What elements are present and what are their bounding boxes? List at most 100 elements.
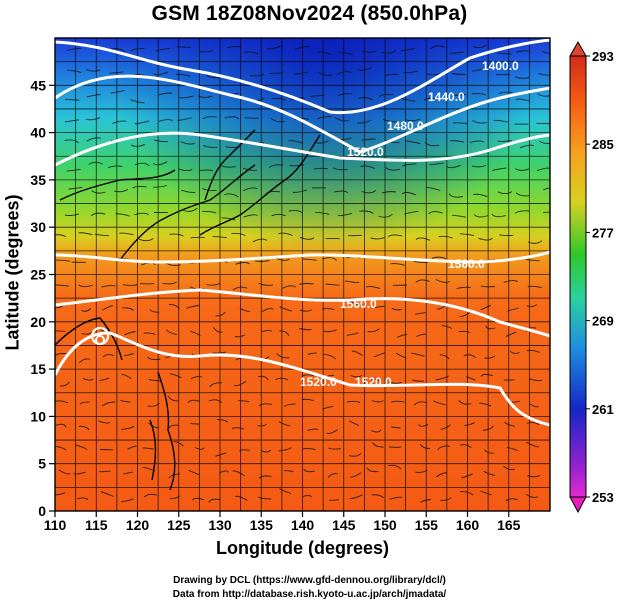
streamline	[426, 73, 441, 76]
streamline	[102, 305, 113, 311]
streamline	[143, 493, 158, 498]
streamline	[86, 93, 101, 98]
streamline	[328, 447, 341, 450]
streamline	[456, 286, 471, 290]
streamline	[350, 301, 363, 306]
streamline	[168, 473, 181, 479]
streamline	[108, 165, 123, 169]
credit-dcl: Drawing by DCL (https://www.gfd-dennou.o…	[173, 575, 446, 586]
streamline	[284, 403, 296, 407]
streamline	[176, 46, 191, 48]
streamline	[142, 447, 154, 450]
streamline	[55, 492, 66, 496]
streamline	[243, 187, 258, 192]
streamline	[441, 324, 453, 329]
streamline	[415, 311, 426, 315]
streamline	[536, 122, 550, 125]
streamline	[527, 285, 542, 289]
streamline	[127, 445, 137, 450]
streamline	[58, 469, 71, 475]
streamline	[499, 234, 514, 237]
streamline	[181, 189, 196, 193]
streamline	[217, 419, 228, 423]
streamline	[334, 117, 350, 122]
streamline	[173, 441, 184, 447]
streamline	[451, 73, 466, 75]
x-tick-label: 140	[291, 517, 315, 533]
streamline	[525, 327, 537, 333]
streamline	[391, 307, 402, 311]
streamline	[387, 234, 403, 238]
streamline	[148, 422, 160, 429]
streamline	[78, 284, 93, 288]
streamline	[423, 97, 439, 101]
streamline	[350, 472, 362, 478]
streamline	[336, 71, 352, 75]
streamline	[55, 284, 70, 287]
streamline	[202, 210, 217, 214]
streamline	[345, 280, 360, 284]
streamline	[143, 332, 156, 335]
streamline	[361, 190, 376, 194]
colorbar-top-arrow	[569, 40, 587, 57]
streamline	[66, 47, 81, 51]
streamline	[257, 423, 267, 427]
streamline	[77, 497, 89, 501]
streamline	[378, 213, 393, 218]
streamline	[130, 48, 145, 52]
streamline	[234, 381, 247, 387]
streamline	[209, 382, 223, 388]
coastlines	[55, 129, 321, 491]
streamline	[186, 305, 200, 309]
colorbar-tick-label: 269	[592, 314, 614, 329]
streamline	[157, 92, 173, 96]
streamline	[388, 381, 402, 384]
streamline	[459, 233, 475, 237]
streamline	[451, 94, 467, 97]
streamline	[152, 161, 168, 166]
streamline	[197, 95, 213, 98]
streamline	[370, 236, 385, 240]
contour-label: 1560.0	[340, 297, 377, 311]
streamline	[183, 207, 198, 212]
colorbar-tick-label: 277	[592, 225, 614, 240]
streamline	[529, 378, 543, 382]
streamline	[453, 122, 468, 124]
streamline	[177, 117, 192, 121]
streamline	[497, 52, 512, 55]
streamline	[420, 499, 431, 503]
streamline	[383, 119, 398, 123]
streamline	[346, 332, 359, 336]
streamline	[86, 137, 101, 142]
streamline	[435, 472, 447, 478]
streamline	[406, 140, 421, 144]
streamline	[278, 421, 291, 427]
streamline	[65, 98, 80, 101]
streamline	[149, 309, 160, 313]
contour-label: 1520.0	[355, 375, 392, 389]
y-tick-label: 20	[30, 314, 46, 330]
streamline	[244, 51, 259, 55]
streamline	[258, 496, 272, 500]
streamline	[358, 97, 373, 101]
streamline	[385, 167, 401, 171]
streamline	[81, 308, 92, 312]
streamline	[373, 352, 386, 358]
streamline	[123, 352, 135, 356]
streamline	[294, 46, 310, 50]
streamline	[323, 374, 334, 381]
streamline	[299, 309, 312, 312]
streamline	[391, 400, 405, 403]
streamline	[231, 427, 245, 430]
streamline	[515, 168, 530, 171]
streamline	[212, 326, 223, 333]
streamline	[359, 210, 374, 214]
streamline	[415, 237, 431, 241]
streamline	[322, 405, 334, 410]
streamline	[516, 98, 531, 102]
contour-label: 1520.0	[300, 375, 337, 389]
streamline	[519, 144, 535, 149]
streamline	[349, 420, 359, 426]
contour-label: 1400.0	[482, 59, 519, 73]
streamline	[322, 257, 337, 261]
